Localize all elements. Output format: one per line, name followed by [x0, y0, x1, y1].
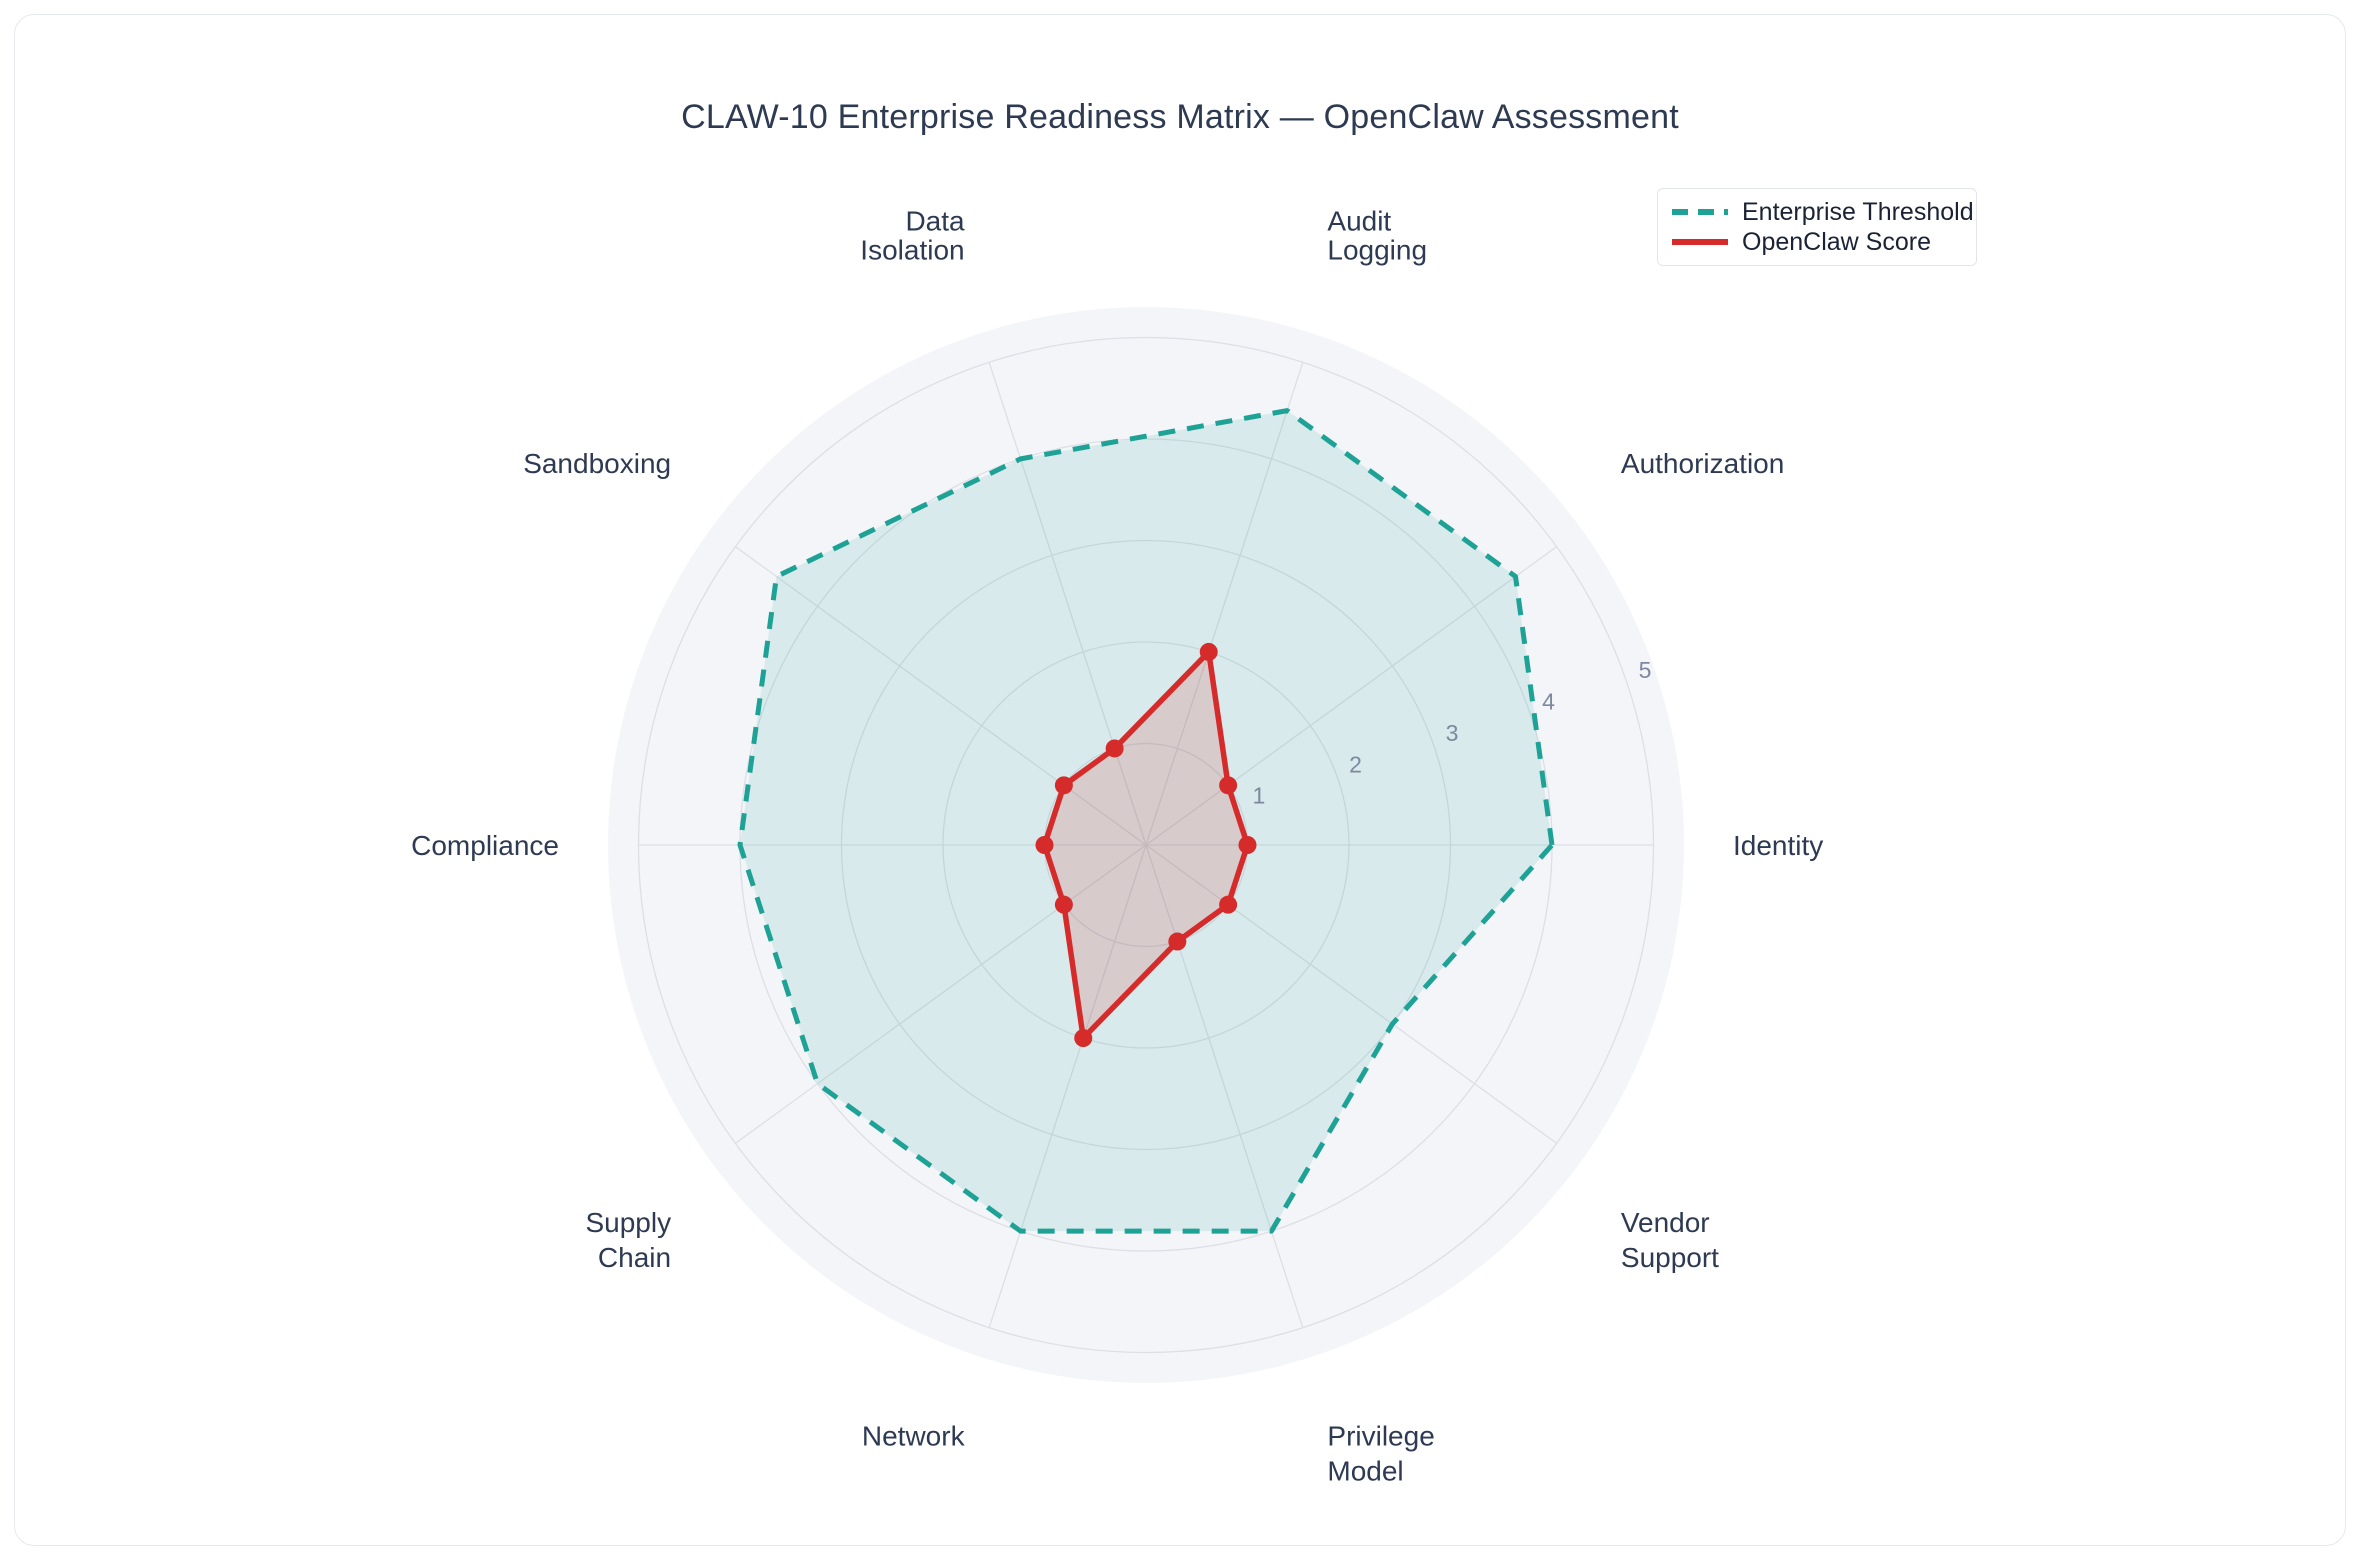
axis-label-supply-chain: Chain: [598, 1242, 671, 1273]
axis-spoke-vendor-support: [1145, 844, 1557, 1144]
legend: Enterprise Threshold OpenClaw Score: [1657, 188, 1977, 266]
axis-label-data-isolation: Data: [905, 206, 965, 237]
axis-label-network: Network: [862, 1420, 966, 1451]
axis-label-sandboxing: Sandboxing: [523, 448, 671, 479]
axis-label-vendor-support: Vendor: [1621, 1207, 1710, 1238]
axis-label-compliance: Compliance: [411, 830, 559, 861]
axis-label-vendor-support: Support: [1621, 1242, 1719, 1273]
legend-label: OpenClaw Score: [1742, 227, 1931, 256]
legend-label: Enterprise Threshold: [1742, 197, 1974, 226]
enterprise-threshold-swatch-icon: [1672, 209, 1728, 215]
data-point-marker-openclaw-score: [1105, 739, 1124, 758]
data-point-marker-openclaw-score: [1199, 642, 1218, 661]
page-title: CLAW-10 Enterprise Readiness Matrix — Op…: [681, 98, 1679, 136]
data-point-marker-openclaw-score: [1054, 895, 1073, 914]
radial-tick-label: 1: [1253, 783, 1266, 809]
axis-label-audit-logging: Audit: [1327, 206, 1391, 237]
data-point-marker-openclaw-score: [1054, 776, 1073, 795]
data-point-marker-openclaw-score: [1035, 836, 1054, 854]
data-point-marker-openclaw-score: [1238, 836, 1257, 854]
data-point-marker-openclaw-score: [1219, 776, 1238, 795]
axis-label-privilege-model: Privilege: [1327, 1420, 1434, 1451]
axis-spoke-privilege-model: [1145, 844, 1304, 1328]
axis-spoke-sandboxing: [735, 546, 1147, 846]
series-enterprise-threshold: [737, 408, 1555, 1234]
data-point-marker-openclaw-score: [1074, 1029, 1093, 1048]
radial-tick-label: 2: [1349, 751, 1362, 777]
axis-label-data-isolation: Isolation: [860, 235, 964, 266]
axis-label-audit-logging: Logging: [1327, 235, 1427, 266]
axis-label-supply-chain: Supply: [585, 1207, 671, 1238]
axis-spoke-supply-chain: [735, 844, 1147, 1144]
axis-spoke-authorization: [1145, 546, 1557, 846]
openclaw-score-swatch-icon: [1672, 239, 1728, 245]
axis-spoke-network: [988, 844, 1147, 1328]
legend-item-openclaw-score[interactable]: OpenClaw Score: [1672, 227, 1976, 257]
radial-tick-label: 3: [1446, 720, 1459, 746]
radial-tick-label: 4: [1542, 689, 1555, 715]
axis-label-authorization: Authorization: [1621, 448, 1784, 479]
axis-spoke-data-isolation: [988, 362, 1147, 846]
axis-spoke-audit-logging: [1145, 362, 1304, 846]
data-point-marker-openclaw-score: [1219, 895, 1238, 914]
radial-tick-label: 5: [1639, 657, 1652, 683]
data-point-marker-openclaw-score: [1168, 932, 1187, 951]
axis-label-privilege-model: Model: [1327, 1455, 1403, 1486]
legend-item-enterprise-threshold[interactable]: Enterprise Threshold: [1672, 197, 1976, 227]
axis-label-identity: Identity: [1733, 830, 1823, 861]
